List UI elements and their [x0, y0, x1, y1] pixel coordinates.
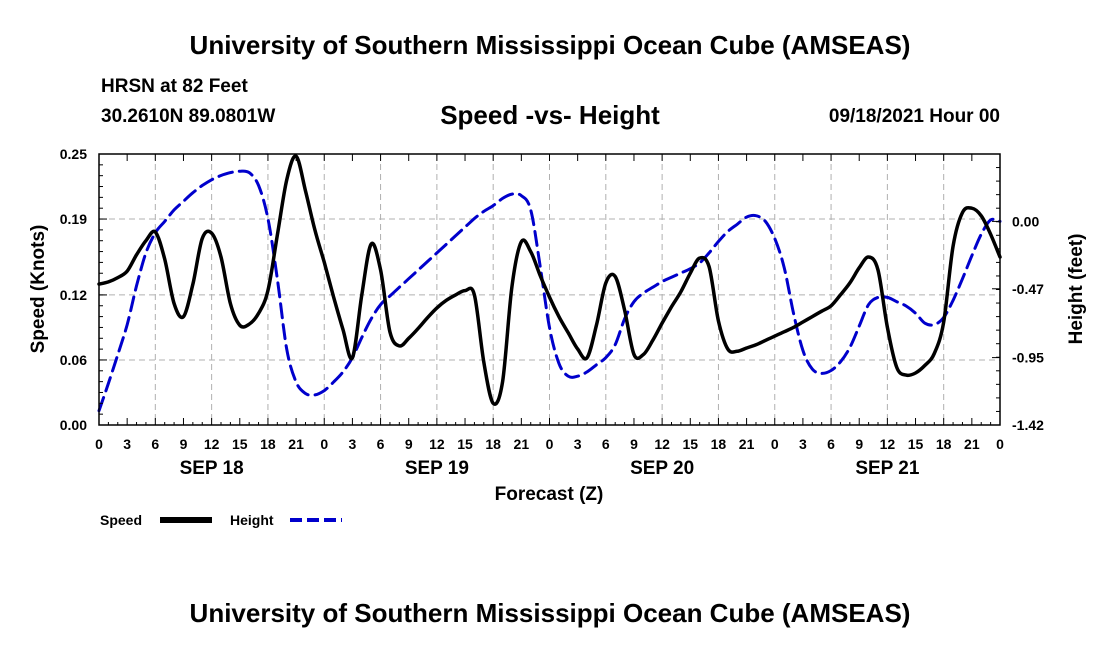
x-tick-label: 18 [936, 436, 952, 452]
x-tick-label: 3 [123, 436, 131, 452]
x-tick-label: 3 [574, 436, 582, 452]
plot-title: Speed -vs- Height [440, 100, 660, 130]
x-tick-label: 0 [771, 436, 779, 452]
x-tick-label: 15 [682, 436, 698, 452]
date-label: SEP 19 [405, 458, 469, 479]
x-tick-label: 18 [711, 436, 727, 452]
x-tick-label: 21 [739, 436, 755, 452]
station-label: HRSN at 82 Feet [101, 76, 248, 97]
footer-title: University of Southern Mississippi Ocean… [189, 598, 911, 628]
x-tick-label: 6 [151, 436, 159, 452]
x-tick-label: 21 [514, 436, 530, 452]
y-left-tick-label: 0.19 [60, 211, 87, 227]
x-tick-label: 6 [377, 436, 385, 452]
x-tick-label: 3 [349, 436, 357, 452]
x-tick-label: 6 [602, 436, 610, 452]
page-title: University of Southern Mississippi Ocean… [189, 30, 911, 60]
x-tick-label: 0 [996, 436, 1004, 452]
x-tick-label: 6 [827, 436, 835, 452]
y-right-tick-label: -0.47 [1012, 281, 1044, 297]
x-tick-label: 0 [95, 436, 103, 452]
x-tick-label: 21 [964, 436, 980, 452]
legend-height-label: Height [230, 512, 274, 528]
y-left-tick-label: 0.25 [60, 146, 87, 162]
date-label: SEP 21 [855, 458, 920, 479]
y-right-tick-label: -0.95 [1012, 350, 1044, 366]
y-axis-label-right: Height (feet) [1066, 234, 1087, 345]
x-tick-label: 15 [232, 436, 248, 452]
forecast-datetime: 09/18/2021 Hour 00 [828, 106, 1000, 127]
y-right-tick-label: 0.00 [1012, 213, 1039, 229]
axis-ticks [98, 153, 1001, 426]
y-axis-label-left: Speed (Knots) [28, 225, 49, 354]
x-tick-label: 9 [630, 436, 638, 452]
x-tick-label: 9 [405, 436, 413, 452]
height-series-line [97, 169, 1002, 413]
speed-series-line [97, 154, 1002, 406]
y-left-tick-label: 0.06 [60, 352, 87, 368]
coordinates-label: 30.2610N 89.0801W [101, 106, 276, 127]
x-tick-label: 18 [260, 436, 276, 452]
x-axis-label: Forecast (Z) [495, 484, 604, 505]
x-tick-label: 15 [457, 436, 473, 452]
grid-lines [99, 154, 1000, 425]
series-layer [97, 154, 1002, 413]
x-tick-label: 0 [546, 436, 554, 452]
x-tick-label: 9 [855, 436, 863, 452]
y-left-tick-label: 0.00 [60, 417, 87, 433]
x-tick-label: 12 [654, 436, 670, 452]
x-tick-label: 21 [288, 436, 304, 452]
date-label: SEP 18 [180, 458, 244, 479]
x-tick-label: 9 [180, 436, 188, 452]
date-label: SEP 20 [630, 458, 694, 479]
x-tick-label: 0 [320, 436, 328, 452]
x-tick-label: 12 [429, 436, 445, 452]
x-tick-label: 12 [880, 436, 896, 452]
legend-speed-label: Speed [100, 512, 142, 528]
y-left-tick-label: 0.12 [60, 287, 87, 303]
legend: Speed Height [100, 512, 342, 528]
x-tick-label: 12 [204, 436, 220, 452]
x-tick-label: 3 [799, 436, 807, 452]
axis-labels: 0 3 6 9 12 15 18 21 0 3 6 9 12 15 18 21 0 3 6 9 12 15 18 21 0 3 6 9… [60, 146, 1044, 479]
x-tick-label: 18 [485, 436, 501, 452]
x-tick-label: 15 [908, 436, 924, 452]
y-right-tick-label: -1.42 [1012, 417, 1044, 433]
